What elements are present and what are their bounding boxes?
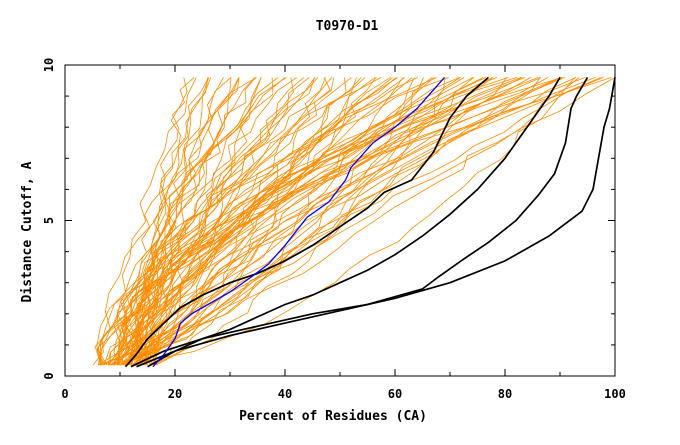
background-model-line xyxy=(112,77,437,366)
background-model-line xyxy=(113,77,195,366)
background-model-line xyxy=(138,77,435,366)
background-model-line xyxy=(145,77,561,366)
background-model-line xyxy=(125,77,576,366)
background-model-line xyxy=(114,77,418,366)
x-tick-label: 100 xyxy=(604,387,626,401)
background-model-line xyxy=(134,77,257,366)
background-model-line xyxy=(143,77,413,366)
background-model-line xyxy=(149,77,274,366)
background-model-line xyxy=(124,77,580,366)
x-tick-label: 60 xyxy=(388,387,402,401)
background-model-line xyxy=(136,77,209,366)
background-model-line xyxy=(98,77,507,366)
background-model-line xyxy=(118,77,577,366)
background-model-line xyxy=(142,77,294,366)
background-model-line xyxy=(130,77,596,366)
tick-layer: 0 20 40 60 80 100 0 5 10 xyxy=(42,58,626,401)
x-axis-label: Percent of Residues (CA) xyxy=(239,409,427,424)
background-model-line xyxy=(142,77,487,366)
background-model-line xyxy=(99,77,539,366)
background-model-line xyxy=(138,77,562,366)
background-model-line xyxy=(152,77,465,366)
x-tick-label: 80 xyxy=(498,387,512,401)
background-model-line xyxy=(97,77,604,366)
y-axis-label: Distance Cutoff, A xyxy=(20,161,35,302)
series-layer xyxy=(92,76,616,368)
highlight-series-black xyxy=(147,76,561,368)
y-tick-label: 5 xyxy=(42,217,56,224)
background-model-line xyxy=(125,77,494,366)
highlight-series-black xyxy=(130,76,589,368)
background-model-line xyxy=(145,77,563,366)
background-model-line xyxy=(116,77,586,366)
background-model-line xyxy=(144,77,523,366)
chart-title: T0970-D1 xyxy=(316,19,379,34)
y-tick-label: 10 xyxy=(42,58,56,72)
highlight-series-blue xyxy=(152,76,445,368)
background-model-line xyxy=(103,77,612,366)
x-tick-label: 20 xyxy=(168,387,182,401)
background-model-line xyxy=(142,77,602,366)
y-tick-label: 0 xyxy=(42,372,56,379)
background-model-line xyxy=(117,77,197,366)
background-model-line xyxy=(155,77,474,366)
highlight-series-black xyxy=(124,76,490,368)
background-model-line xyxy=(124,77,352,366)
background-model-line xyxy=(96,77,449,366)
background-model-line xyxy=(147,77,255,366)
background-model-line xyxy=(130,77,526,366)
x-tick-label: 40 xyxy=(278,387,292,401)
highlight-series-black xyxy=(136,77,616,368)
background-model-line xyxy=(94,77,287,366)
background-model-line xyxy=(118,77,509,366)
background-model-line xyxy=(100,77,315,366)
background-model-line xyxy=(121,77,319,366)
x-tick-label: 0 xyxy=(61,387,68,401)
background-model-line xyxy=(92,77,518,366)
